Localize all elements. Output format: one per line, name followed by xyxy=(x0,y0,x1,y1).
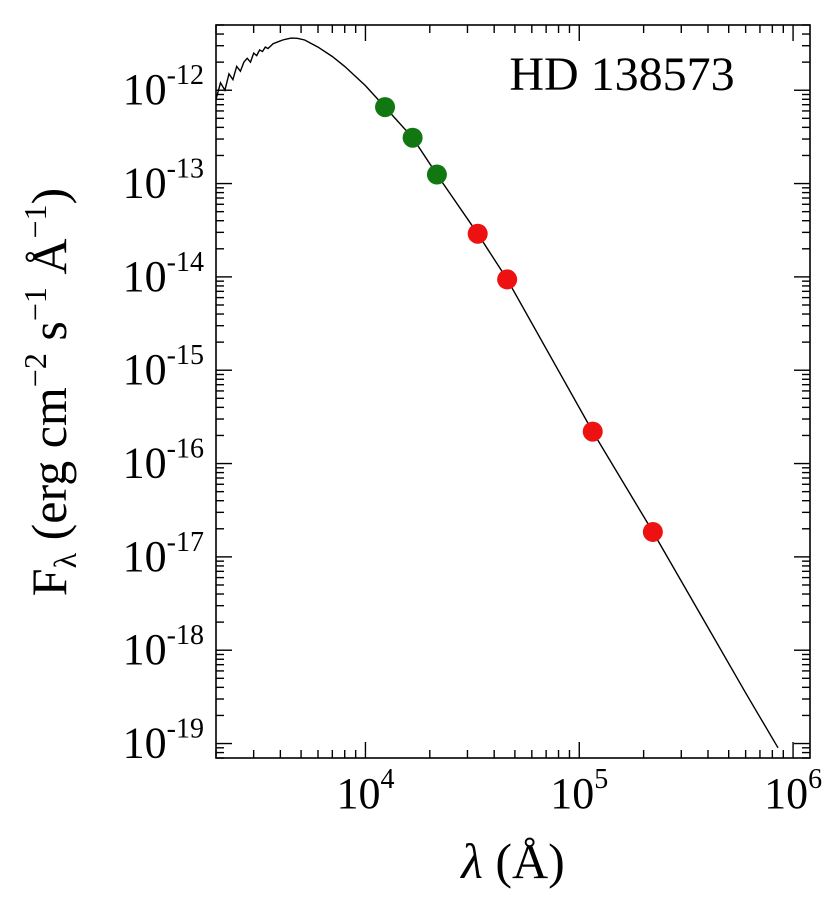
y-tick-label: 10-17 xyxy=(123,527,204,581)
y-tick-label-base: 10 xyxy=(123,252,167,301)
y-tick-label-exp: -13 xyxy=(167,154,204,185)
y-tick-label-exp: -12 xyxy=(167,60,204,91)
x-tick-label-exp: 5 xyxy=(594,764,608,795)
x-tick-label: 106 xyxy=(764,764,822,818)
data-point-series-1 xyxy=(402,127,423,148)
star-name-annotation: HD 138573 xyxy=(509,48,734,101)
data-point-series-2 xyxy=(467,223,488,244)
y-tick-label-base: 10 xyxy=(123,345,167,394)
data-point-series-2 xyxy=(582,421,603,442)
y-tick-label: 10-12 xyxy=(123,60,204,114)
plot-frame xyxy=(215,24,811,759)
y-tick-label: 10-14 xyxy=(123,247,204,301)
x-tick-label-exp: 6 xyxy=(808,764,822,795)
y-tick-label: 10-13 xyxy=(123,154,204,208)
x-tick-label-base: 10 xyxy=(764,769,808,818)
data-point-series-2 xyxy=(642,521,663,542)
x-tick-label: 104 xyxy=(336,764,394,818)
y-tick-label-base: 10 xyxy=(123,532,167,581)
x-tick-label-base: 10 xyxy=(550,769,594,818)
y-tick-label-exp: -18 xyxy=(167,620,204,651)
y-tick-label: 10-19 xyxy=(123,714,204,768)
y-tick-label-exp: -17 xyxy=(167,527,204,558)
axis-tick-labels: 104 105 10610-1210-1310-1410-1510-1610-171… xyxy=(123,60,822,818)
axis-ticks xyxy=(215,24,810,759)
model-curve xyxy=(215,37,779,749)
x-tick-label-base: 10 xyxy=(336,769,380,818)
x-axis-label: λ (Å) xyxy=(459,833,565,889)
data-point-series-1 xyxy=(426,164,447,185)
x-tick-label: 105 xyxy=(550,764,608,818)
y-tick-label-base: 10 xyxy=(123,439,167,488)
y-tick-label-base: 10 xyxy=(123,625,167,674)
y-tick-label-base: 10 xyxy=(123,719,167,768)
x-tick-label-exp: 4 xyxy=(380,764,394,795)
data-point-series-1 xyxy=(375,97,396,118)
data-point-series-2 xyxy=(497,269,518,290)
y-tick-label: 10-15 xyxy=(123,340,204,394)
y-tick-label: 10-18 xyxy=(123,620,204,674)
photometry-points xyxy=(375,97,663,542)
y-tick-label-base: 10 xyxy=(123,65,167,114)
y-tick-label-exp: -14 xyxy=(167,247,204,278)
y-tick-label-exp: -15 xyxy=(167,340,204,371)
y-tick-label: 10-16 xyxy=(123,434,204,488)
y-axis-label: Fλ (erg cm−2 s−1 Å−1) xyxy=(17,188,83,596)
y-tick-label-exp: -16 xyxy=(167,434,204,465)
y-tick-label-exp: -19 xyxy=(167,714,204,745)
y-tick-label-base: 10 xyxy=(123,159,167,208)
